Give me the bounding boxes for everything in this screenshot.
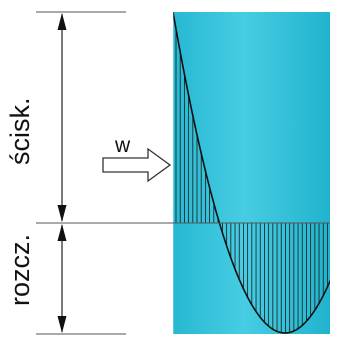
compression-dim-arrow-top (57, 13, 67, 30)
compression-zone-label: ścisk. (5, 98, 35, 166)
tension-zone-hatching (222, 223, 328, 333)
tension-zone-label: rozcz. (5, 234, 35, 306)
tension-dim-arrow-bottom (57, 316, 67, 333)
pressure-curve (173, 12, 330, 334)
compression-dim-arrow-bottom (57, 205, 67, 222)
tension-dim-arrow-top (57, 224, 67, 241)
compression-zone-hatching (175, 28, 219, 223)
load-arrow (102, 147, 172, 183)
load-label: w (114, 134, 131, 157)
